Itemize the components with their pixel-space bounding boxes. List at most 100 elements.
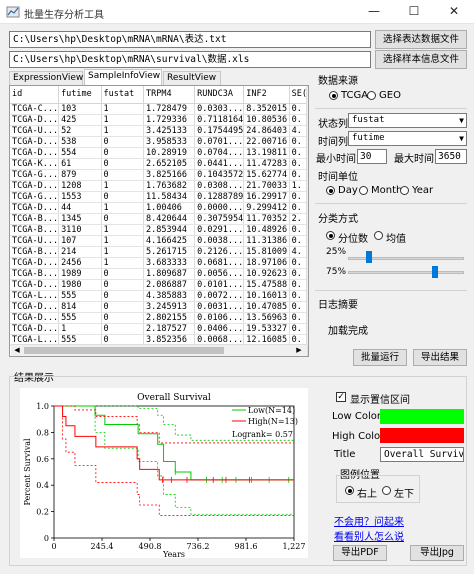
- time-column-select[interactable]: futime ▼: [348, 131, 467, 146]
- table-cell[interactable]: 0.3075954: [194, 213, 245, 225]
- export-jpg-button[interactable]: 导出Jpg: [410, 545, 464, 561]
- table-cell[interactable]: 1: [101, 114, 145, 126]
- table-row[interactable]: TCGA-D... 554 0 10.28919 0.0704... 13.19811 0.: [10, 147, 308, 159]
- table-cell[interactable]: 15.47588: [243, 279, 290, 291]
- table-cell[interactable]: 0.: [289, 356, 307, 357]
- table-cell[interactable]: 0.0000...: [194, 202, 245, 214]
- table-cell[interactable]: 2.187527: [143, 323, 196, 335]
- table-cell[interactable]: 0: [101, 268, 145, 280]
- hscroll-thumb[interactable]: [24, 347, 224, 354]
- low-quantile-slider[interactable]: [348, 257, 464, 260]
- table-cell[interactable]: 555: [58, 290, 102, 302]
- batch-run-button[interactable]: 批量运行: [353, 349, 407, 366]
- column-header[interactable]: SE(: [289, 86, 308, 104]
- table-cell[interactable]: 2.853944: [143, 224, 196, 236]
- table-horizontal-scrollbar[interactable]: ◀ ▶: [11, 344, 307, 356]
- high-color-swatch[interactable]: [380, 428, 464, 443]
- table-cell[interactable]: 11.31386: [243, 235, 290, 247]
- month-radio[interactable]: [359, 186, 368, 195]
- table-cell[interactable]: 11.70352: [243, 213, 290, 225]
- table-cell[interactable]: 3.245913: [143, 301, 196, 313]
- table-cell[interactable]: 9.299412: [243, 202, 290, 214]
- table-cell[interactable]: 1980: [58, 279, 102, 291]
- table-cell[interactable]: 16.29917: [243, 191, 290, 203]
- table-row[interactable]: TCGA-B... 3110 1 2.853944 0.0291... 10.48926 0…: [10, 224, 308, 236]
- table-cell[interactable]: TCGA-E...: [10, 356, 59, 357]
- table-row[interactable]: TCGA-C... 103 1 1.728479 0.0303... 8.352015 0.: [10, 103, 308, 115]
- table-row[interactable]: TCGA-B... 1345 0 8.420644 0.3075954 11.70352 2…: [10, 213, 308, 225]
- table-cell[interactable]: 1: [101, 103, 145, 115]
- export-pdf-button[interactable]: 导出PDF: [333, 545, 387, 561]
- table-cell[interactable]: 0.: [289, 147, 308, 159]
- table-cell[interactable]: 4.385883: [143, 290, 196, 302]
- bottom-left-radio[interactable]: [382, 486, 391, 495]
- table-cell[interactable]: 0.: [289, 235, 308, 247]
- table-cell[interactable]: TCGA-L...: [10, 290, 60, 302]
- table-cell[interactable]: 555: [58, 312, 102, 324]
- table-cell[interactable]: 1: [101, 224, 145, 236]
- tcga-radio[interactable]: [329, 91, 338, 100]
- table-cell[interactable]: 0: [101, 312, 145, 324]
- table-cell[interactable]: 3.683333: [143, 257, 196, 269]
- table-cell[interactable]: 0.0441...: [194, 158, 245, 170]
- table-cell[interactable]: TCGA-D...: [10, 279, 60, 291]
- table-cell[interactable]: 0: [101, 323, 145, 335]
- column-header[interactable]: INF2: [243, 86, 290, 104]
- high-slider-thumb[interactable]: [432, 266, 438, 278]
- table-cell[interactable]: TCGA-B...: [10, 268, 60, 280]
- table-cell[interactable]: 0.0308...: [194, 180, 245, 192]
- table-cell[interactable]: 0.1288789: [194, 191, 245, 203]
- table-cell[interactable]: 11.47283: [243, 158, 290, 170]
- title-input[interactable]: Overall Survival: [380, 447, 464, 462]
- table-cell[interactable]: TCGA-U...: [10, 125, 60, 137]
- others-link[interactable]: 看看别人怎么说: [334, 532, 404, 543]
- table-cell[interactable]: 3.958533: [143, 136, 196, 148]
- table-row[interactable]: TCGA-D... 2456 1 3.683333 0.0681... 18.97106 0…: [10, 257, 308, 269]
- table-cell[interactable]: 2.652105: [143, 158, 196, 170]
- table-cell[interactable]: 2.802155: [143, 312, 196, 324]
- table-cell[interactable]: 438: [59, 356, 101, 357]
- table-cell[interactable]: 24.86403: [243, 125, 290, 137]
- table-cell[interactable]: 0.0072...: [194, 290, 245, 302]
- table-cell[interactable]: TCGA-U...: [10, 235, 60, 247]
- show-ci-checkbox[interactable]: ✓: [336, 392, 346, 402]
- column-header[interactable]: TRPM4: [143, 86, 196, 104]
- sample-path-input[interactable]: C:\Users\hp\Desktop\mRNA\survival\数据.xls: [9, 51, 371, 68]
- minimize-button[interactable]: —: [368, 4, 380, 18]
- table-row[interactable]: TCGA-D... 1980 0 2.086887 0.0101... 15.47588 0…: [10, 279, 308, 291]
- status-column-select[interactable]: fustat ▼: [348, 113, 467, 128]
- table-cell[interactable]: TCGA-B...: [10, 224, 60, 236]
- table-cell[interactable]: 8.420644: [143, 213, 196, 225]
- table-cell[interactable]: 10.28919: [143, 147, 196, 159]
- table-cell[interactable]: 8.352015: [243, 103, 290, 115]
- table-cell[interactable]: 1208: [58, 180, 102, 192]
- table-cell[interactable]: 52: [58, 125, 102, 137]
- close-button[interactable]: ✕: [448, 4, 460, 18]
- table-row[interactable]: TCGA-B... 214 1 5.261715 0.2126... 15.81009 4.: [10, 246, 308, 258]
- table-cell[interactable]: 0.0406...: [194, 323, 245, 335]
- table-cell[interactable]: 0: [101, 158, 145, 170]
- table-cell[interactable]: 1.728479: [143, 103, 196, 115]
- table-cell[interactable]: 0.: [289, 312, 308, 324]
- table-vertical-scrollbar[interactable]: ▲ ▼: [306, 87, 309, 345]
- table-row[interactable]: TCGA-G... 1553 0 11.58434 0.1288789 16.29917 0…: [10, 191, 308, 203]
- table-row[interactable]: TCGA-D... 538 0 3.958533 0.0701... 22.00716 0.: [10, 136, 308, 148]
- scroll-left-icon[interactable]: ◀: [14, 346, 20, 354]
- column-header[interactable]: fustat: [101, 86, 145, 104]
- table-cell[interactable]: 0.: [289, 158, 308, 170]
- table-cell[interactable]: 15.81009: [243, 246, 290, 258]
- table-cell[interactable]: 0.0704...: [194, 147, 245, 159]
- help-link[interactable]: 不会用？问起来: [334, 517, 404, 528]
- table-cell[interactable]: TCGA-D...: [10, 202, 60, 214]
- high-quantile-slider[interactable]: [348, 271, 464, 274]
- table-cell[interactable]: 0.: [289, 224, 308, 236]
- table-cell[interactable]: 0.2126...: [194, 246, 245, 258]
- table-cell[interactable]: 1: [101, 180, 145, 192]
- table-cell[interactable]: TCGA-D...: [10, 114, 60, 126]
- table-cell[interactable]: 0.: [289, 323, 308, 335]
- table-cell[interactable]: TCGA-D...: [10, 136, 60, 148]
- table-cell[interactable]: 0.: [289, 103, 308, 115]
- day-radio[interactable]: [326, 186, 335, 195]
- table-cell[interactable]: TCGA-B...: [10, 246, 60, 258]
- scroll-down-icon[interactable]: ▼: [308, 333, 309, 343]
